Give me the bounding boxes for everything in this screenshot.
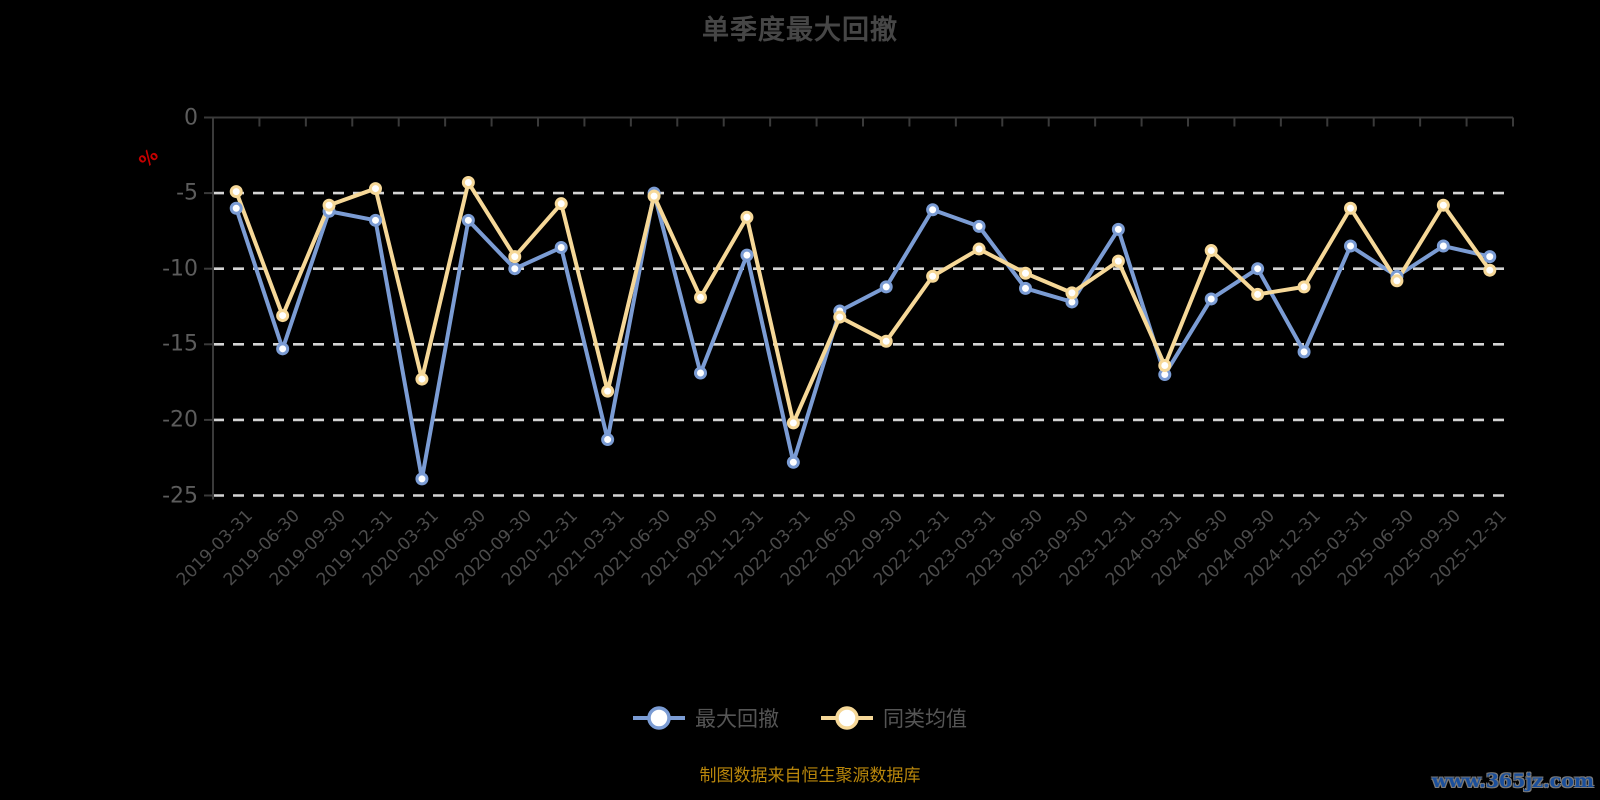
- data-point-marker[interactable]: [322, 198, 336, 212]
- data-point-marker[interactable]: [1251, 262, 1265, 276]
- data-point-marker[interactable]: [740, 248, 754, 262]
- data-point-marker[interactable]: [554, 197, 568, 211]
- data-point-marker[interactable]: [972, 219, 986, 233]
- y-axis-label: -10: [162, 256, 198, 282]
- data-point-marker[interactable]: [647, 189, 661, 203]
- data-source-note: 制图数据来自恒生聚源数据库: [699, 766, 921, 786]
- watermark: www.365jz.com: [1431, 770, 1594, 792]
- data-point-marker[interactable]: [508, 250, 522, 264]
- data-point-marker[interactable]: [601, 433, 615, 447]
- data-point-marker[interactable]: [554, 241, 568, 255]
- legend-item-max-drawdown[interactable]: 最大回撤: [633, 703, 779, 733]
- data-point-marker[interactable]: [879, 280, 893, 294]
- data-point-marker[interactable]: [1111, 254, 1125, 268]
- y-axis-label: -15: [162, 331, 198, 357]
- legend-marker-icon: [821, 706, 873, 730]
- data-point-marker[interactable]: [508, 262, 522, 276]
- series-line-max-drawdown: [234, 191, 1492, 481]
- data-point-marker[interactable]: [1483, 263, 1497, 277]
- data-point-marker[interactable]: [415, 472, 429, 486]
- legend-item-category-average[interactable]: 同类均值: [821, 703, 967, 733]
- data-point-marker[interactable]: [833, 310, 847, 324]
- chart-title: 单季度最大回撤: [702, 15, 898, 46]
- legend-label: 同类均值: [883, 707, 967, 731]
- data-point-marker[interactable]: [461, 213, 475, 227]
- data-point-marker[interactable]: [276, 309, 290, 323]
- data-point-marker[interactable]: [972, 242, 986, 256]
- data-point-marker[interactable]: [369, 213, 382, 227]
- data-point-marker[interactable]: [694, 366, 707, 380]
- data-point-marker[interactable]: [694, 290, 707, 304]
- legend: 最大回撤 同类均值: [0, 703, 1600, 733]
- data-point-marker[interactable]: [369, 182, 382, 196]
- data-point-marker[interactable]: [229, 201, 243, 215]
- data-point-marker[interactable]: [1065, 286, 1079, 300]
- data-point-marker[interactable]: [1297, 345, 1311, 359]
- data-point-marker[interactable]: [415, 372, 429, 386]
- data-point-marker[interactable]: [601, 384, 615, 398]
- legend-label: 最大回撤: [695, 707, 779, 731]
- data-point-marker[interactable]: [786, 416, 800, 430]
- data-point-marker[interactable]: [926, 203, 940, 217]
- data-point-marker[interactable]: [740, 210, 754, 224]
- data-point-marker[interactable]: [879, 334, 893, 348]
- data-point-marker[interactable]: [1204, 292, 1218, 306]
- data-point-marker[interactable]: [1344, 201, 1357, 215]
- data-point-marker[interactable]: [1436, 198, 1450, 212]
- data-point-marker[interactable]: [461, 176, 475, 190]
- y-axis-label: -20: [162, 407, 198, 433]
- data-point-marker[interactable]: [1436, 239, 1450, 253]
- data-point-marker[interactable]: [1158, 358, 1172, 372]
- data-point-marker[interactable]: [1019, 281, 1032, 295]
- data-point-marker[interactable]: [786, 455, 800, 469]
- data-point-marker[interactable]: [276, 342, 290, 356]
- data-point-marker[interactable]: [1251, 287, 1265, 301]
- data-point-marker[interactable]: [926, 269, 940, 283]
- y-axis-label: -5: [176, 180, 198, 206]
- y-axis-label: -25: [162, 483, 198, 508]
- series-line-category-average: [234, 180, 1492, 425]
- data-point-marker[interactable]: [1019, 266, 1032, 280]
- data-point-marker[interactable]: [1111, 222, 1125, 236]
- data-point-marker[interactable]: [229, 185, 243, 199]
- data-point-marker[interactable]: [1390, 274, 1404, 288]
- legend-marker-icon: [633, 706, 685, 730]
- data-point-marker[interactable]: [1297, 280, 1311, 294]
- data-point-marker[interactable]: [1204, 244, 1218, 258]
- data-point-marker[interactable]: [1344, 239, 1357, 253]
- data-point-marker[interactable]: [1483, 250, 1497, 264]
- y-axis-label: 0: [184, 105, 198, 130]
